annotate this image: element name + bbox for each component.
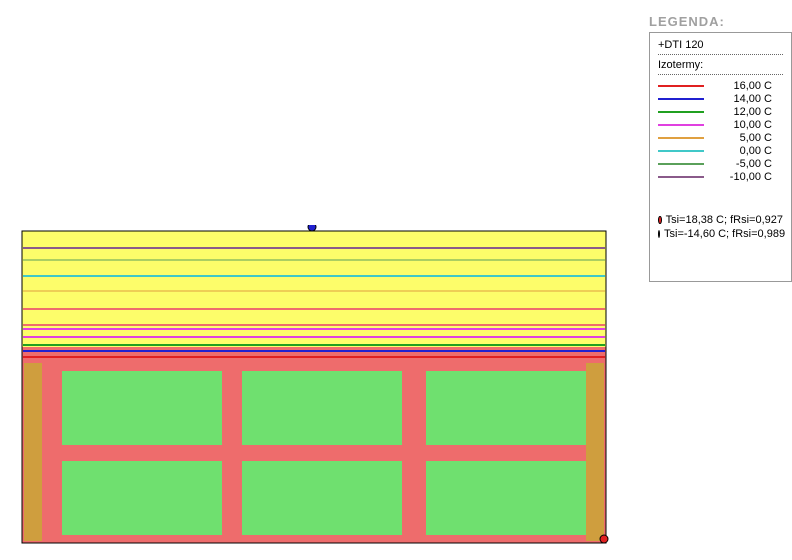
legend-divider: [658, 74, 783, 75]
legend-subheader: Izotermy:: [658, 59, 783, 71]
thermal-diagram: [16, 225, 612, 549]
isotherm-swatch: [658, 98, 704, 100]
point-legend-label: Tsi=-14,60 C; fRsi=0,989: [664, 228, 785, 240]
isotherm-label: -10,00 C: [712, 171, 772, 183]
isotherm-label: -5,00 C: [712, 158, 772, 170]
isotherm-label: 16,00 C: [712, 80, 772, 92]
isotherm-swatch: [658, 124, 704, 126]
isotherm-row: 0,00 C: [658, 144, 783, 157]
isotherm-list: 16,00 C14,00 C12,00 C10,00 C5,00 C0,00 C…: [658, 79, 783, 183]
point-legend-list: Tsi=18,38 C; fRsi=0,927 Tsi=-14,60 C; fRs…: [658, 213, 783, 241]
isotherm-row: 14,00 C: [658, 92, 783, 105]
legend-header: +DTI 120: [658, 39, 783, 51]
isotherm-label: 14,00 C: [712, 93, 772, 105]
isotherm-label: 10,00 C: [712, 119, 772, 131]
legend-title: LEGENDA:: [649, 14, 725, 29]
isotherm-row: 5,00 C: [658, 131, 783, 144]
isotherm-row: 12,00 C: [658, 105, 783, 118]
isotherm-label: 5,00 C: [712, 132, 772, 144]
isotherm-swatch: [658, 111, 704, 113]
legend-box: +DTI 120 Izotermy: 16,00 C14,00 C12,00 C…: [649, 32, 792, 282]
isotherm-row: -10,00 C: [658, 170, 783, 183]
isotherm-swatch: [658, 150, 704, 152]
isotherm-row: 10,00 C: [658, 118, 783, 131]
isotherm-row: -5,00 C: [658, 157, 783, 170]
legend-divider: [658, 54, 783, 55]
point-legend-row: Tsi=18,38 C; fRsi=0,927: [658, 213, 783, 227]
isotherm-swatch: [658, 163, 704, 165]
isotherm-swatch: [658, 85, 704, 87]
isotherm-swatch: [658, 137, 704, 139]
point-dot-icon: [658, 230, 660, 238]
isotherm-row: 16,00 C: [658, 79, 783, 92]
canvas: LEGENDA: +DTI 120 Izotermy: 16,00 C14,00…: [0, 0, 792, 560]
isotherm-label: 12,00 C: [712, 106, 772, 118]
legend-spacer: [658, 183, 783, 213]
isotherm-label: 0,00 C: [712, 145, 772, 157]
point-dot-icon: [658, 216, 662, 224]
isotherm-swatch: [658, 176, 704, 178]
point-legend-label: Tsi=18,38 C; fRsi=0,927: [666, 214, 783, 226]
point-legend-row: Tsi=-14,60 C; fRsi=0,989: [658, 227, 783, 241]
